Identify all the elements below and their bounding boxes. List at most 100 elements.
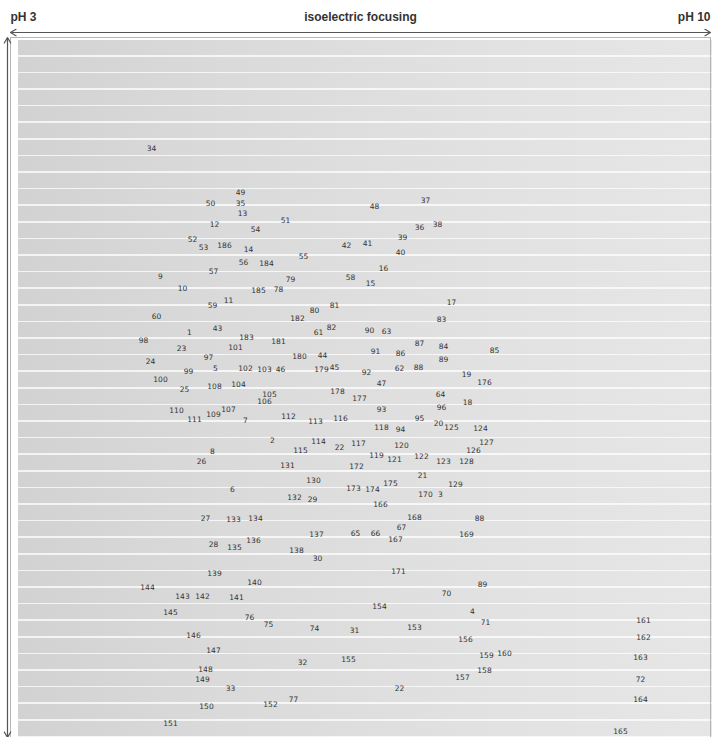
svg-text:118: 118 — [374, 423, 389, 432]
svg-text:80: 80 — [310, 306, 320, 315]
svg-text:26: 26 — [197, 457, 207, 466]
svg-text:40: 40 — [396, 248, 406, 257]
svg-text:167: 167 — [388, 535, 403, 544]
svg-text:95: 95 — [415, 414, 425, 423]
svg-text:66: 66 — [371, 529, 381, 538]
svg-text:76: 76 — [245, 613, 255, 622]
svg-text:82: 82 — [327, 323, 337, 332]
svg-text:136: 136 — [246, 536, 261, 545]
svg-text:64: 64 — [436, 390, 446, 399]
svg-text:127: 127 — [479, 438, 494, 447]
svg-text:57: 57 — [209, 267, 219, 276]
svg-text:161: 161 — [636, 616, 651, 625]
svg-text:91: 91 — [371, 347, 381, 356]
svg-text:34: 34 — [147, 144, 157, 153]
svg-text:148: 148 — [198, 665, 213, 674]
svg-text:72: 72 — [636, 675, 646, 684]
svg-text:151: 151 — [163, 719, 178, 728]
svg-text:163: 163 — [633, 653, 648, 662]
svg-text:89: 89 — [439, 355, 449, 364]
svg-text:99: 99 — [184, 367, 194, 376]
svg-text:4: 4 — [470, 607, 475, 616]
svg-text:112: 112 — [281, 412, 296, 421]
svg-text:89: 89 — [478, 580, 488, 589]
svg-text:94: 94 — [396, 425, 406, 434]
svg-text:43: 43 — [213, 324, 223, 333]
svg-text:116: 116 — [333, 414, 348, 423]
svg-text:isoelectric focusing: isoelectric focusing — [304, 10, 417, 24]
svg-text:138: 138 — [289, 546, 304, 555]
svg-text:55: 55 — [299, 252, 309, 261]
svg-text:77: 77 — [289, 695, 299, 704]
svg-text:20: 20 — [434, 419, 444, 428]
svg-text:50: 50 — [206, 199, 216, 208]
svg-text:22: 22 — [335, 443, 345, 452]
svg-text:144: 144 — [140, 583, 155, 592]
svg-text:130: 130 — [306, 476, 321, 485]
svg-text:30: 30 — [313, 554, 323, 563]
svg-text:83: 83 — [437, 315, 447, 324]
svg-text:31: 31 — [350, 626, 360, 635]
svg-text:184: 184 — [259, 259, 274, 268]
svg-text:84: 84 — [439, 342, 449, 351]
svg-text:135: 135 — [227, 543, 242, 552]
svg-text:42: 42 — [342, 241, 352, 250]
svg-text:27: 27 — [201, 514, 211, 523]
svg-text:19: 19 — [462, 370, 472, 379]
svg-text:157: 157 — [455, 673, 470, 682]
svg-text:165: 165 — [613, 727, 628, 736]
svg-text:79: 79 — [286, 275, 296, 284]
svg-text:25: 25 — [180, 385, 190, 394]
svg-text:38: 38 — [433, 220, 443, 229]
svg-text:92: 92 — [362, 368, 372, 377]
svg-text:100: 100 — [153, 375, 168, 384]
svg-text:119: 119 — [369, 451, 384, 460]
svg-text:70: 70 — [442, 589, 452, 598]
svg-text:162: 162 — [636, 633, 651, 642]
svg-text:133: 133 — [226, 515, 241, 524]
svg-text:81: 81 — [330, 301, 340, 310]
svg-text:170: 170 — [418, 490, 433, 499]
svg-text:62: 62 — [395, 364, 405, 373]
svg-text:147: 147 — [206, 646, 221, 655]
svg-text:115: 115 — [293, 446, 308, 455]
svg-text:18: 18 — [463, 398, 473, 407]
svg-text:87: 87 — [415, 339, 425, 348]
svg-text:155: 155 — [341, 655, 356, 664]
svg-text:78: 78 — [274, 285, 284, 294]
svg-text:49: 49 — [236, 188, 246, 197]
svg-text:21: 21 — [418, 471, 428, 480]
svg-text:54: 54 — [251, 225, 261, 234]
svg-text:63: 63 — [382, 327, 392, 336]
svg-text:44: 44 — [318, 351, 328, 360]
svg-text:45: 45 — [330, 363, 340, 372]
svg-text:61: 61 — [314, 328, 324, 337]
svg-text:22: 22 — [395, 684, 405, 693]
svg-text:88: 88 — [475, 514, 485, 523]
svg-text:183: 183 — [239, 333, 254, 342]
svg-text:58: 58 — [346, 273, 356, 282]
svg-text:178: 178 — [330, 387, 345, 396]
svg-text:60: 60 — [152, 312, 162, 321]
svg-text:98: 98 — [139, 336, 149, 345]
svg-text:121: 121 — [387, 455, 402, 464]
svg-text:159: 159 — [479, 651, 494, 660]
svg-text:47: 47 — [377, 379, 387, 388]
svg-text:106: 106 — [257, 397, 272, 406]
svg-text:41: 41 — [363, 239, 373, 248]
svg-text:37: 37 — [421, 196, 431, 205]
svg-text:6: 6 — [230, 485, 235, 494]
svg-text:101: 101 — [228, 343, 243, 352]
svg-text:108: 108 — [207, 382, 222, 391]
svg-text:59: 59 — [208, 301, 218, 310]
svg-text:113: 113 — [308, 417, 323, 426]
svg-text:111: 111 — [187, 415, 202, 424]
svg-text:102: 102 — [238, 364, 253, 373]
svg-text:74: 74 — [310, 624, 320, 633]
svg-text:154: 154 — [372, 602, 387, 611]
svg-text:131: 131 — [280, 461, 295, 470]
svg-text:86: 86 — [396, 349, 406, 358]
svg-text:156: 156 — [458, 635, 473, 644]
svg-text:pH 3: pH 3 — [11, 10, 37, 24]
svg-text:150: 150 — [199, 702, 214, 711]
